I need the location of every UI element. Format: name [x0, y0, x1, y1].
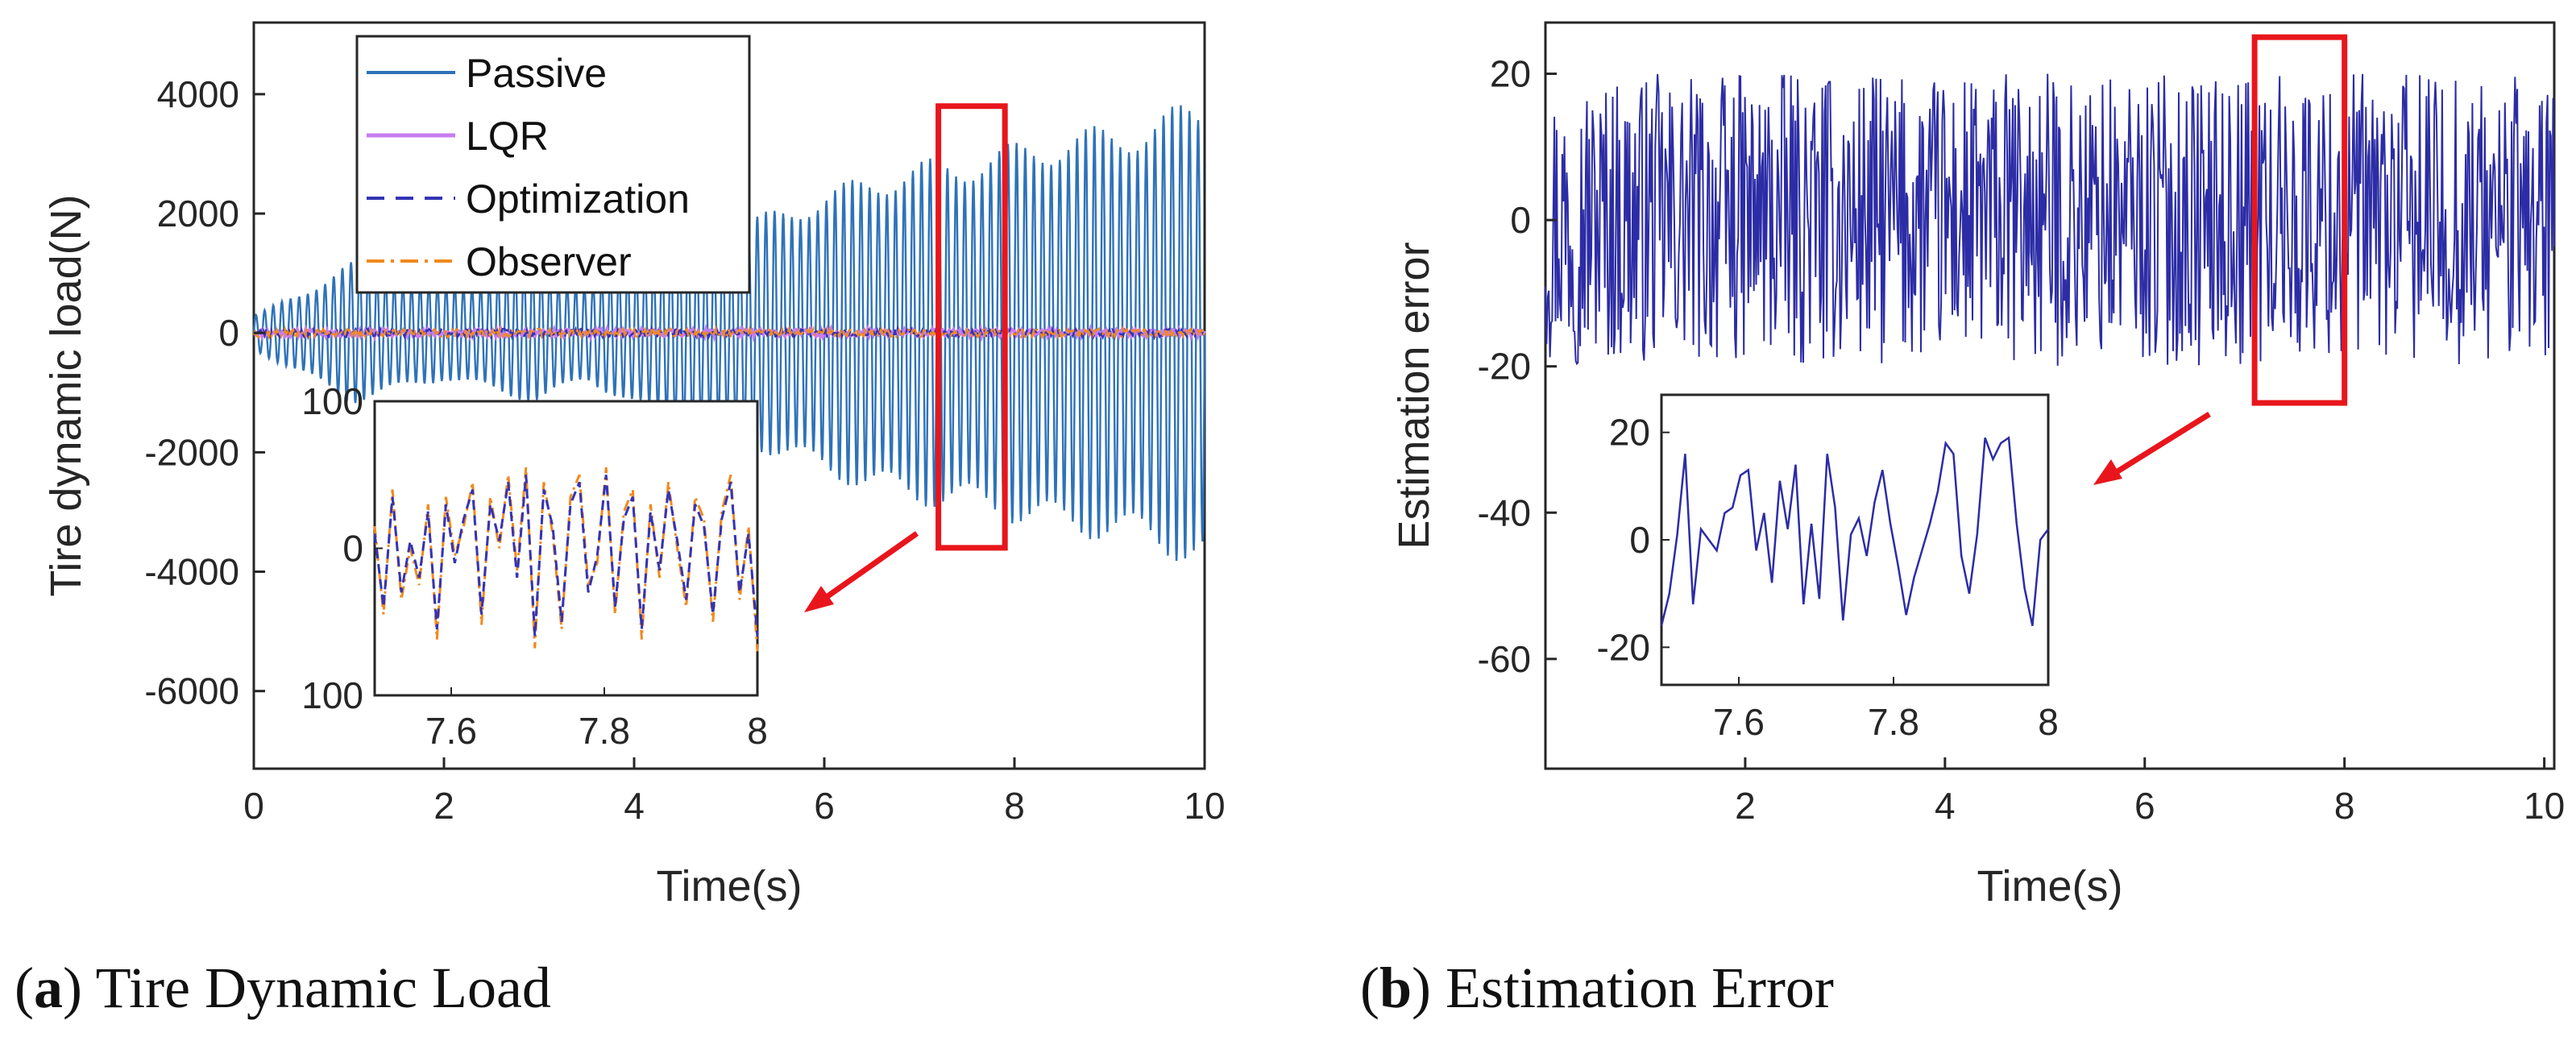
legend-box	[355, 35, 751, 294]
y-tick-label: 20	[1490, 53, 1531, 95]
y-tick-label: -60	[1478, 638, 1531, 680]
panel-b-arrow	[2093, 412, 2211, 485]
y-tick-label: 2000	[157, 193, 239, 234]
panel-a-inset: 7.6 7.8 8 100 0 100	[301, 380, 768, 752]
panel-a-arrow	[804, 531, 919, 612]
series-observer-line	[252, 325, 1206, 341]
panel-b-estimation-error: 2 4 6 8 10 -60 -40 -20 0 20 Time(s) Estimation er…	[1390, 21, 2566, 910]
x-tick-label: 10	[1184, 785, 1225, 827]
x-tick-label: 4	[624, 785, 645, 827]
series-estimation-error-line	[1545, 73, 2555, 366]
inset-y-tick-label: 100	[301, 674, 363, 716]
y-tick-label: 0	[1510, 199, 1531, 241]
legend-label-lqr: LQR	[466, 114, 549, 159]
inset-y-tick-label: 0	[1629, 519, 1650, 561]
x-tick-label: 0	[243, 785, 264, 827]
x-tick-label: 10	[2524, 785, 2565, 827]
x-tick-label: 8	[1004, 785, 1025, 827]
inset-x-tick-label: 7.6	[425, 710, 477, 752]
inset-y-tick-label: 100	[301, 380, 363, 422]
inset-error-line	[1660, 436, 2050, 626]
caption-a-letter: a	[33, 956, 63, 1020]
inset-y-tick-label: 0	[342, 528, 363, 570]
x-tick-label: 8	[2334, 785, 2355, 827]
caption-a-text: Tire Dynamic Load	[95, 956, 551, 1020]
y-tick-label: -40	[1478, 491, 1531, 533]
panel-b-highlight-box	[2251, 34, 2348, 406]
y-tick-label: -20	[1478, 346, 1531, 388]
x-tick-label: 2	[1735, 785, 1756, 827]
caption-b-letter: b	[1379, 956, 1412, 1020]
y-tick-label: -6000	[144, 670, 239, 712]
y-tick-label: -4000	[144, 551, 239, 593]
panel-a-ticks: 0 2 4 6 8 10 -6000 -4000 -2000 0 2000 4000	[144, 73, 1225, 827]
panel-b-ticks: 2 4 6 8 10 -60 -40 -20 0 20	[1478, 53, 2566, 827]
panel-a-ylabel: Tire dynamic load(N)	[42, 194, 90, 596]
y-tick-label: -2000	[144, 431, 239, 473]
panel-b-series	[1545, 73, 2555, 366]
panel-a-legend: Passive LQR Optimization Observer	[355, 35, 751, 294]
panel-a-xlabel: Time(s)	[657, 862, 803, 910]
legend-label-passive: Passive	[466, 51, 607, 96]
y-tick-label: 0	[218, 312, 239, 354]
legend-label-observer: Observer	[466, 239, 632, 284]
inset-x-tick-label: 8	[2038, 701, 2059, 743]
x-tick-label: 6	[814, 785, 835, 827]
caption-b: (b) Estimation Error	[1360, 956, 1834, 1020]
caption-a: (a) Tire Dynamic Load	[15, 956, 551, 1020]
inset-x-tick-label: 8	[747, 710, 768, 752]
panel-a-series	[252, 105, 1206, 562]
inset-y-tick-label: -20	[1597, 626, 1650, 668]
legend-label-optimization: Optimization	[466, 176, 690, 222]
x-tick-label: 2	[433, 785, 454, 827]
panel-b-ylabel: Estimation error	[1390, 242, 1438, 549]
panel-b-xlabel: Time(s)	[1977, 862, 2123, 910]
inset-optimization-line	[373, 475, 759, 637]
panel-b-inset: 7.6 7.8 8 -20 0 20	[1597, 412, 2059, 743]
inset-y-tick-label: 20	[1609, 412, 1650, 454]
panel-b-axes-frame	[1544, 21, 2556, 770]
panel-a-highlight-box	[935, 103, 1008, 551]
x-tick-label: 4	[1935, 785, 1956, 827]
inset-x-tick-label: 7.8	[1868, 701, 1919, 743]
x-tick-label: 6	[2134, 785, 2155, 827]
inset-x-tick-label: 7.8	[579, 710, 630, 752]
inset-x-tick-label: 7.6	[1713, 701, 1765, 743]
caption-b-text: Estimation Error	[1446, 956, 1834, 1020]
y-tick-label: 4000	[157, 73, 239, 115]
